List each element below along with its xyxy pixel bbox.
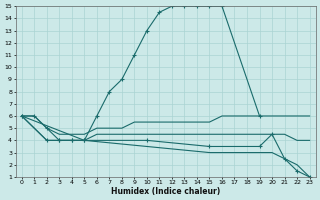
X-axis label: Humidex (Indice chaleur): Humidex (Indice chaleur) [111,187,220,196]
